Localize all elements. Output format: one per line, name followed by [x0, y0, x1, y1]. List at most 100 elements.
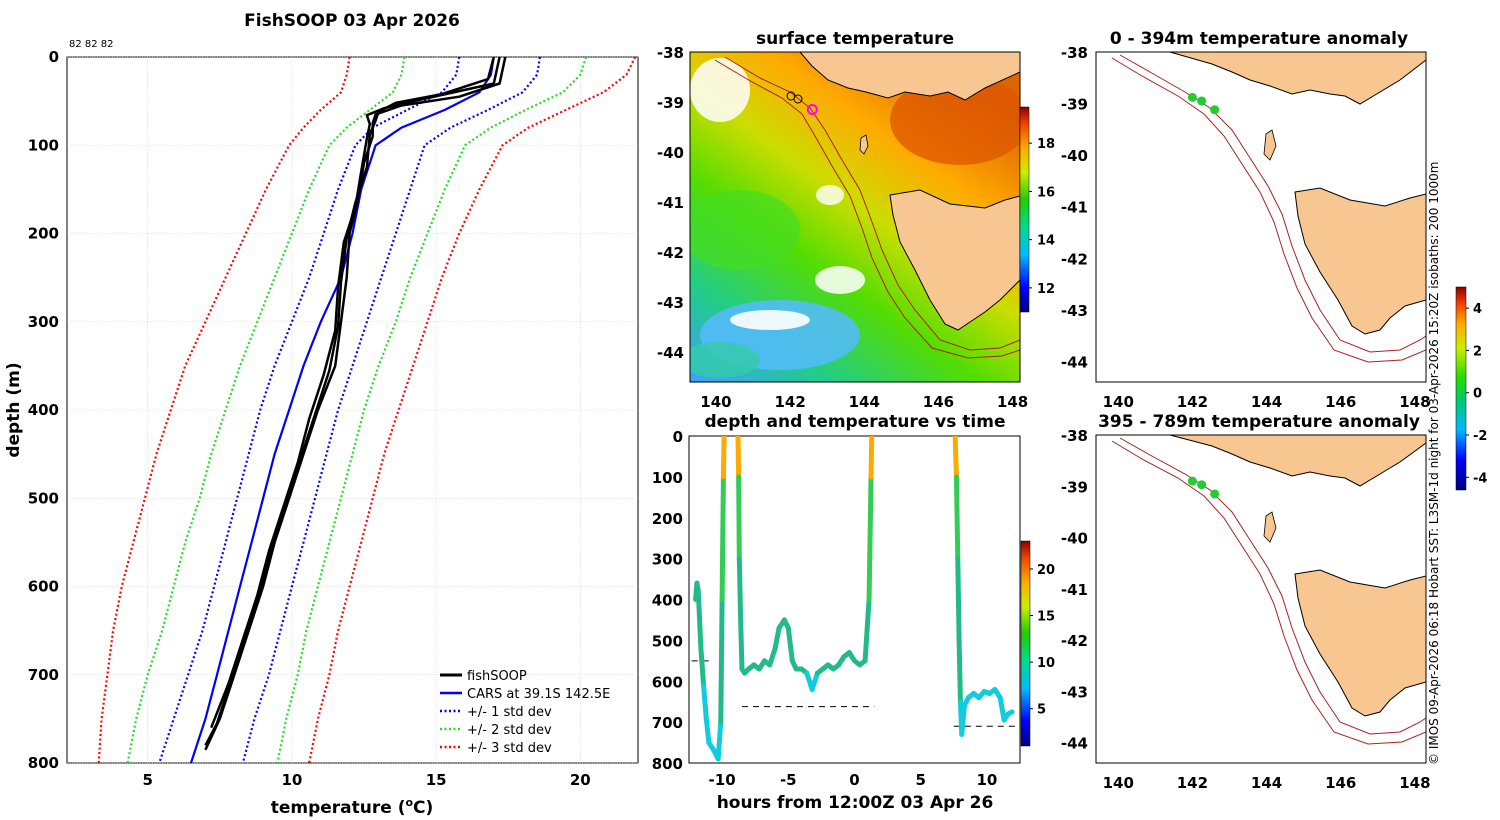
timeseries-segment	[739, 477, 740, 559]
sst-colorbar	[1020, 107, 1029, 312]
sst-map-title: surface temperature	[756, 29, 954, 49]
profile-y-tick-label: 300	[28, 313, 59, 331]
timeseries-title: depth and temperature vs time	[705, 412, 1006, 432]
anomaly-point	[1197, 96, 1206, 105]
profile-title: FishSOOP 03 Apr 2026	[244, 11, 460, 31]
sst-y-tick-label: -43	[657, 294, 684, 312]
anomaly-y-tick-label: -38	[1061, 44, 1088, 62]
profile-xlabel: temperature (oC)	[271, 796, 434, 818]
sst-colorbar-label: 14	[1037, 234, 1055, 249]
anomaly-upper-map	[1096, 52, 1426, 382]
profile-subtitle: 82 82 82	[69, 39, 114, 50]
sst-cool-patch-2	[680, 342, 760, 378]
timeseries-colorbar-ticks: 5 10 15 20	[1030, 563, 1055, 718]
timeseries-segment	[871, 436, 872, 477]
anomaly-y-tick-label: -42	[1061, 632, 1088, 650]
anomaly-y-tick-label: -43	[1061, 683, 1088, 701]
timeseries-y-tick-label: 700	[652, 714, 683, 732]
timeseries-y-tick-label: 600	[652, 673, 683, 691]
timeseries-y-tick-label: 500	[652, 632, 683, 650]
anomaly-point	[1210, 105, 1219, 114]
timeseries-colorbar-label: 10	[1037, 656, 1055, 671]
anomaly-colorbar	[1456, 287, 1466, 490]
profile-y-tick-label: 700	[28, 666, 59, 684]
sst-y-tick-label: -41	[657, 194, 684, 212]
anomaly-y-tick-label: -44	[1061, 353, 1088, 371]
profile-xlabel-main: temperature (	[271, 798, 406, 818]
timeseries-segment	[869, 477, 871, 600]
profile-y-tick-label: 800	[28, 754, 59, 772]
profile-y-tick-label: 500	[28, 489, 59, 507]
anomaly-x-tick-label: 144	[1251, 774, 1282, 792]
anomaly-y-tick-label: -43	[1061, 302, 1088, 320]
profile-y-tick-label: 0	[49, 48, 59, 66]
anomaly-y-tick-label: -38	[1061, 427, 1088, 445]
cloud-mask-2	[730, 310, 810, 330]
anomaly-y-tick-label: -39	[1061, 96, 1088, 114]
timeseries-x-tick-label: -5	[780, 771, 797, 789]
timeseries-colorbar-label: 5	[1037, 703, 1046, 718]
sst-colorbar-label: 16	[1037, 185, 1055, 200]
profile-x-tick-label: 15	[426, 771, 447, 789]
cloud-mask-3	[815, 266, 865, 294]
anomaly-lower-title: 395 - 789m temperature anomaly	[1098, 412, 1420, 432]
anomaly-point	[1197, 480, 1206, 489]
anomaly-y-tick-label: -41	[1061, 581, 1088, 599]
timeseries-colorbar-label: 15	[1037, 610, 1055, 625]
legend-label-std1: +/- 1 std dev	[467, 705, 552, 720]
timeseries-segment	[723, 436, 724, 477]
anomaly-x-tick-label: 142	[1177, 774, 1208, 792]
anomaly-y-tick-label: -44	[1061, 735, 1088, 753]
timeseries-segment	[955, 436, 956, 477]
timeseries-colorbar	[1021, 541, 1030, 746]
timeseries-x-tick-label: -10	[709, 771, 736, 789]
anomaly-colorbar-ticks: 420-2-4	[1466, 302, 1487, 486]
timeseries-segment	[1008, 712, 1012, 714]
profile-x-ticks: 5 10 15 20	[143, 771, 591, 789]
profile-y-tick-label: 600	[28, 578, 59, 596]
timeseries-y-tick-label: 200	[652, 510, 683, 528]
timeseries-colorbar-label: 20	[1037, 563, 1055, 578]
timeseries-segment	[739, 559, 740, 620]
legend-label-cars: CARS at 39.1S 142.5E	[467, 687, 610, 702]
timeseries-segment	[956, 477, 957, 559]
anomaly-y-tick-label: -42	[1061, 250, 1088, 268]
anomaly-x-tick-label: 140	[1103, 774, 1134, 792]
credit-text: © IMOS 09-Apr-2026 06:18 Hobart SST: L3S…	[1427, 162, 1441, 765]
legend-label-std3: +/- 3 std dev	[467, 741, 552, 756]
anomaly-point	[1188, 477, 1197, 486]
figure: FishSOOP 03 Apr 2026 82 82 82 0100200300…	[0, 0, 1500, 820]
profile-y-tick-label: 400	[28, 401, 59, 419]
anomaly-y-tick-label: -40	[1061, 147, 1088, 165]
profile-x-tick-label: 10	[282, 771, 303, 789]
timeseries-segment	[718, 722, 721, 759]
timeseries-x-tick-label: 0	[849, 771, 859, 789]
sst-colorbar-label: 18	[1037, 137, 1055, 152]
legend-label-fishsoop: fishSOOP	[467, 669, 527, 684]
anomaly-x-tick-label: 146	[1325, 774, 1356, 792]
anomaly-colorbar-label: -2	[1473, 429, 1487, 444]
timeseries-segment	[704, 685, 707, 718]
anomaly-point	[1210, 489, 1219, 498]
timeseries-y-tick-label: 100	[652, 469, 683, 487]
timeseries-y-tick-label: 0	[673, 428, 683, 446]
timeseries-segment	[738, 436, 739, 477]
anomaly-x-tick-label: 146	[1325, 393, 1356, 411]
sst-colorbar-ticks: 12 14 16 18	[1029, 137, 1055, 297]
sst-map-area	[680, 52, 1030, 382]
timeseries-segment	[959, 640, 960, 701]
anomaly-upper-title: 0 - 394m temperature anomaly	[1110, 29, 1408, 49]
profile-y-tick-label: 200	[28, 225, 59, 243]
timeseries-segment	[962, 706, 965, 735]
timeseries-segment	[706, 718, 709, 743]
profile-xlabel-end: C)	[413, 798, 433, 818]
sst-y-tick-label: -39	[657, 94, 684, 112]
anomaly-colorbar-label: 4	[1473, 302, 1482, 317]
timeseries-y-tick-label: 300	[652, 551, 683, 569]
timeseries-segment	[698, 591, 701, 648]
anomaly-x-tick-label: 148	[1399, 393, 1430, 411]
sst-colorbar-label: 12	[1037, 282, 1055, 297]
timeseries-y-tick-label: 400	[652, 592, 683, 610]
anomaly-colorbar-label: 0	[1473, 387, 1482, 402]
profile-y-tick-label: 100	[28, 136, 59, 154]
